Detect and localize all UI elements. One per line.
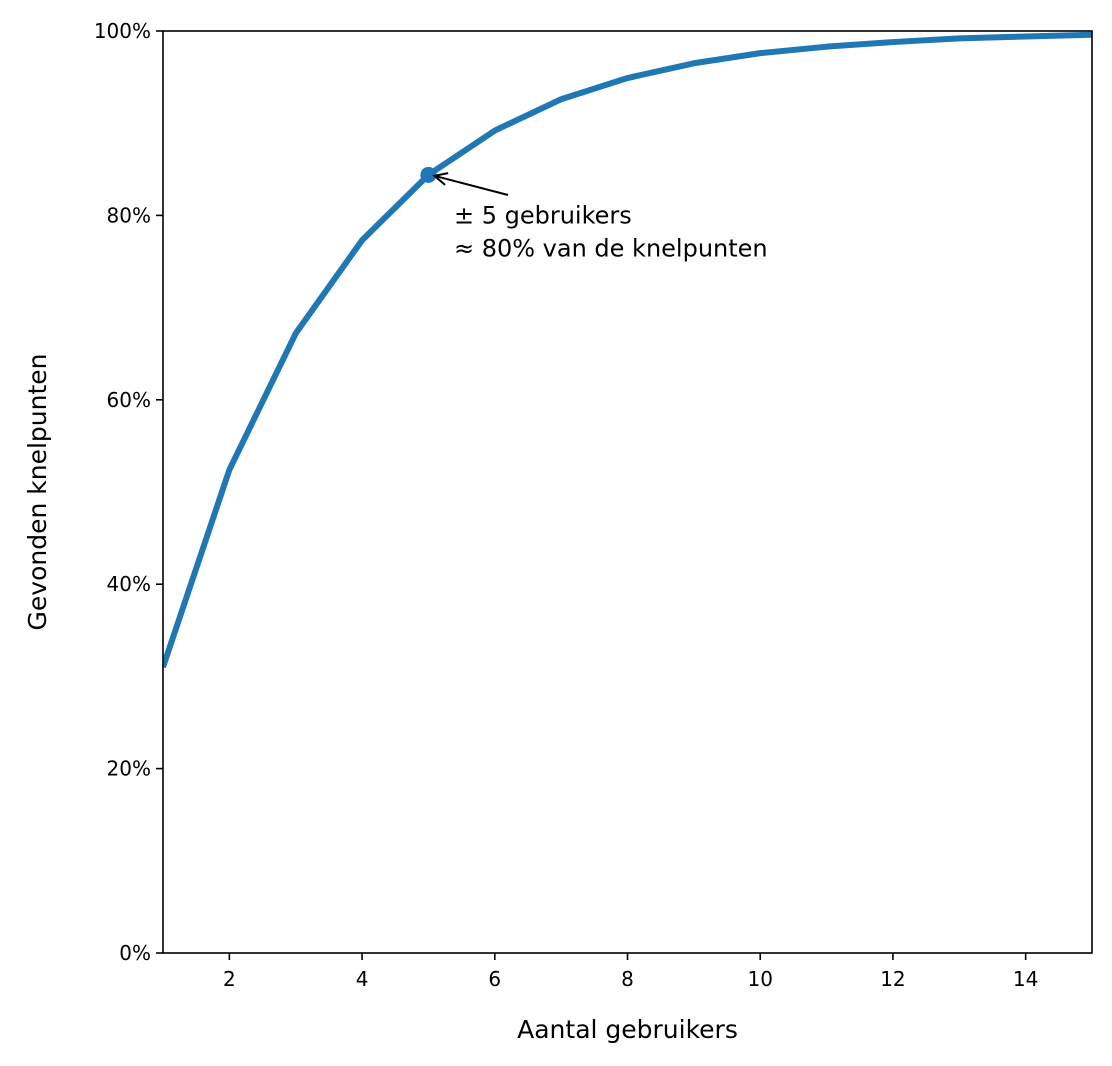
x-tick-label: 12 [880,967,905,991]
y-tick-label: 100% [94,19,151,43]
y-axis-ticks: 0% 20% 40% 60% 80% 100% [94,19,163,965]
y-tick-label: 80% [107,203,151,227]
annotation-arrow [434,174,509,196]
x-axis-label: Aantal gebruikers [517,1015,738,1044]
x-tick-label: 8 [621,967,634,991]
data-series [163,31,1092,669]
annotation: ± 5 gebruikers ≈ 80% van de knelpunten [432,172,768,262]
x-tick-label: 2 [223,967,236,991]
annotation-text: ≈ 80% van de knelpunten [454,234,768,262]
highlight-marker [420,166,437,183]
x-tick-label: 10 [747,967,772,991]
x-tick-label: 4 [356,967,369,991]
axes-frame [162,30,1093,954]
annotation-text: ± 5 gebruikers [454,201,632,229]
x-tick-label: 14 [1013,967,1038,991]
y-tick-label: 40% [107,572,151,596]
y-tick-label: 20% [107,757,151,781]
series-line [163,31,1092,669]
arrow-head-icon [432,172,449,186]
y-tick-label: 60% [107,388,151,412]
y-axis-label: Gevonden knelpunten [23,354,52,631]
y-tick-label: 0% [119,941,151,965]
x-tick-label: 6 [488,967,501,991]
x-axis-ticks: 2 4 6 8 10 12 14 [223,953,1038,991]
